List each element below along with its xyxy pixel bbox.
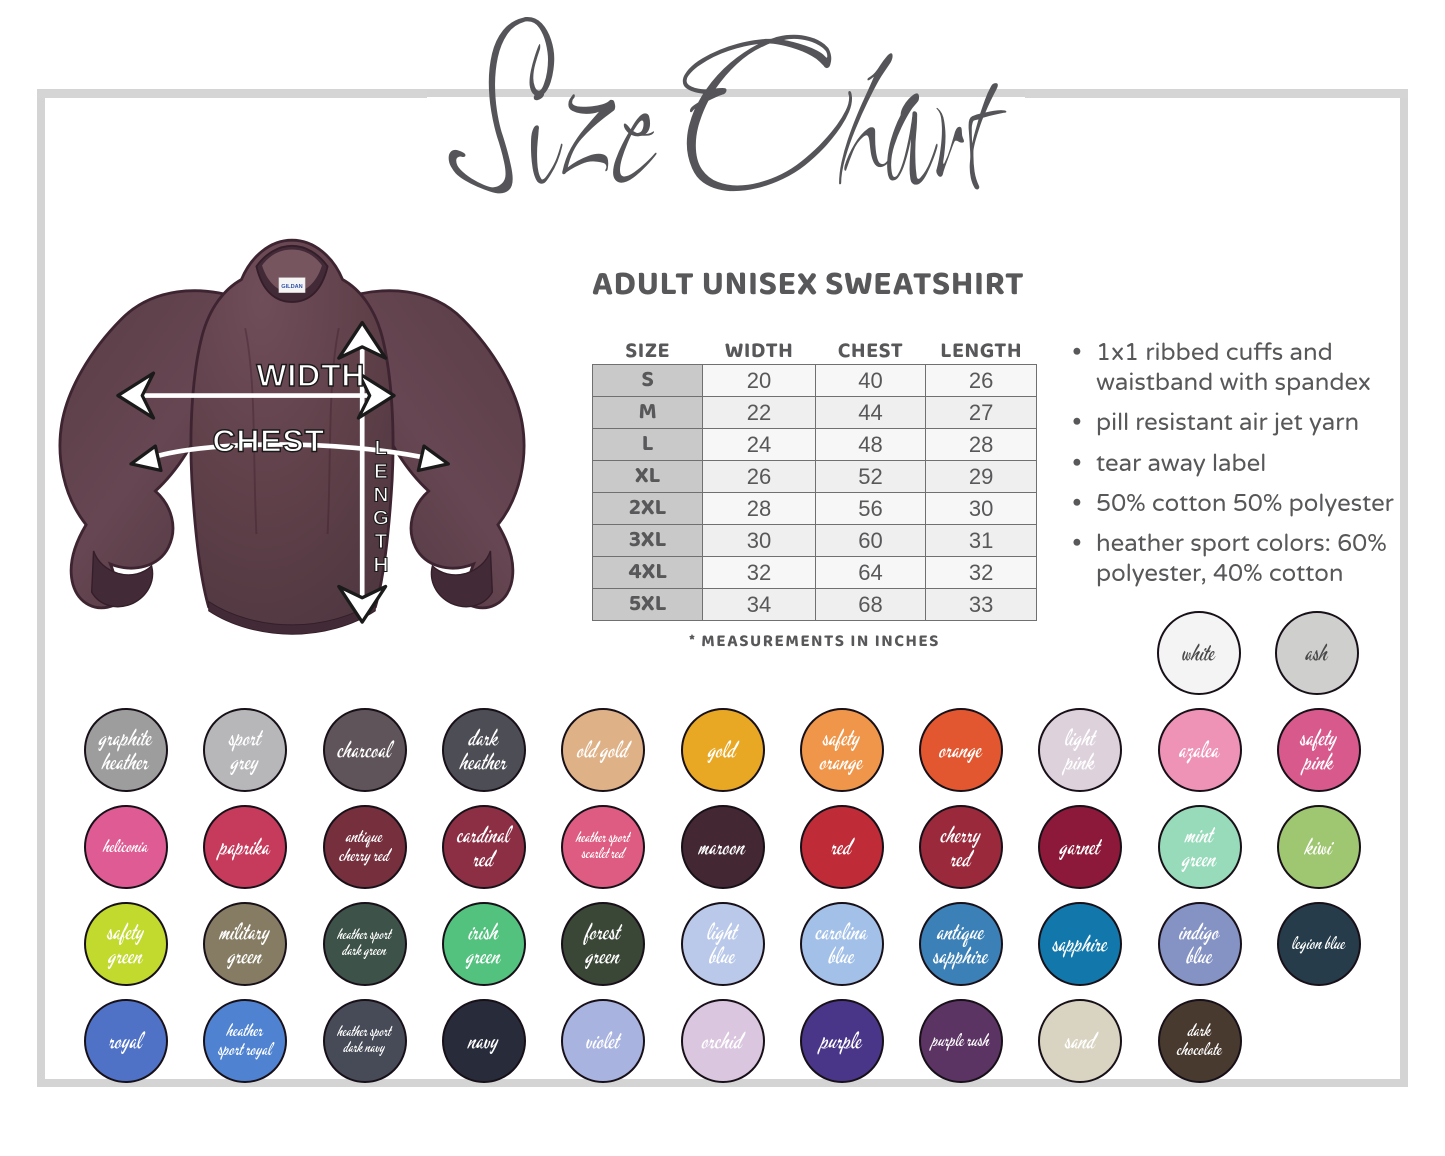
svg-text:GILDAN: GILDAN	[281, 284, 303, 290]
svg-text:N: N	[373, 483, 388, 506]
svg-text:H: H	[373, 554, 388, 577]
svg-text:WIDTH: WIDTH	[256, 357, 365, 393]
svg-text:E: E	[374, 460, 388, 483]
svg-text:L: L	[375, 437, 388, 460]
svg-text:G: G	[373, 507, 389, 530]
svg-text:CHEST: CHEST	[212, 423, 325, 459]
svg-text:T: T	[375, 530, 388, 553]
